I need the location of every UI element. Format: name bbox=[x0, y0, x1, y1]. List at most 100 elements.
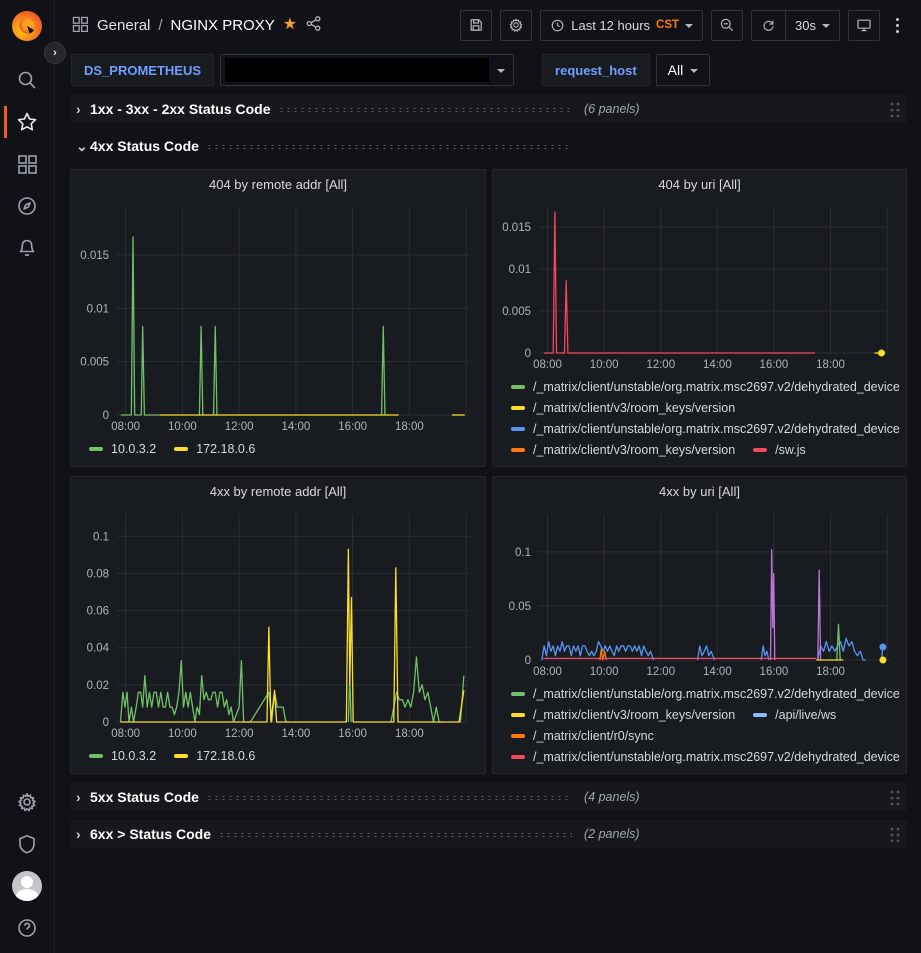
apps-grid-icon[interactable] bbox=[71, 15, 89, 36]
refresh-interval-button[interactable]: 30s bbox=[785, 10, 839, 40]
svg-text:08:00: 08:00 bbox=[533, 666, 562, 678]
sidebar-item-configuration[interactable] bbox=[0, 781, 55, 823]
save-icon bbox=[470, 19, 483, 31]
sidebar-item-server-admin[interactable] bbox=[0, 823, 55, 865]
panel-title[interactable]: 4xx by uri [All] bbox=[659, 483, 740, 499]
row-title-group: 6xx > Status Code bbox=[90, 826, 576, 842]
legend-item[interactable]: /_matrix/client/unstable/org.matrix.msc2… bbox=[511, 746, 900, 767]
sidebar-item-alerting[interactable] bbox=[0, 227, 55, 269]
row-title[interactable]: 1xx - 3xx - 2xx Status Code bbox=[90, 101, 271, 117]
sidebar-item-starred[interactable] bbox=[0, 101, 55, 143]
dashboard-title[interactable]: NGINX PROXY bbox=[170, 16, 275, 34]
svg-text:12:00: 12:00 bbox=[646, 666, 675, 678]
variable-label-request-host[interactable]: request_host bbox=[542, 54, 650, 86]
legend-item[interactable]: 172.18.0.6 bbox=[174, 438, 255, 459]
svg-text:18:00: 18:00 bbox=[816, 359, 845, 371]
row-title[interactable]: 5xx Status Code bbox=[90, 789, 199, 805]
row-title[interactable]: 6xx > Status Code bbox=[90, 826, 211, 842]
row-drag-handle-icon[interactable] bbox=[889, 826, 901, 842]
breadcrumb-folder[interactable]: General bbox=[97, 16, 151, 34]
legend-swatch bbox=[511, 733, 525, 738]
row-drag-handle-icon[interactable] bbox=[889, 101, 901, 117]
cycle-view-mode-button[interactable] bbox=[848, 9, 880, 41]
clock-icon bbox=[551, 19, 564, 31]
timeseries-chart[interactable]: 0 0.005 0.01 0.015 08:00 10:00 12:00 14:00 16:00… bbox=[493, 198, 906, 374]
sidebar-item-help[interactable] bbox=[0, 907, 55, 949]
row-dotted-leader bbox=[218, 833, 572, 837]
row-title[interactable]: 4xx Status Code bbox=[90, 138, 199, 154]
legend-swatch bbox=[174, 753, 189, 758]
save-dashboard-button[interactable] bbox=[460, 9, 493, 41]
row-drag-handle-icon[interactable] bbox=[889, 789, 901, 805]
svg-text:18:00: 18:00 bbox=[816, 666, 845, 678]
dashboard-settings-button[interactable] bbox=[500, 9, 533, 41]
svg-text:0.02: 0.02 bbox=[87, 680, 109, 692]
svg-text:0.08: 0.08 bbox=[87, 568, 109, 580]
legend-swatch bbox=[511, 405, 525, 410]
legend-item[interactable]: /_matrix/client/unstable/org.matrix.msc2… bbox=[511, 376, 900, 397]
panel-grid-row-2: 4xx by remote addr [All] 0 0.02 0.04 0.06 0.… bbox=[70, 476, 907, 774]
refresh-interval-label: 30s bbox=[795, 17, 816, 33]
legend-item[interactable]: 172.18.0.6 bbox=[174, 745, 255, 766]
time-range-button[interactable]: Last 12 hours CST bbox=[541, 11, 702, 40]
legend-swatch bbox=[511, 447, 525, 452]
legend-swatch bbox=[753, 447, 768, 452]
variable-value-datasource-dropdown[interactable] bbox=[220, 54, 515, 86]
svg-text:0.06: 0.06 bbox=[87, 606, 109, 618]
panel-title[interactable]: 404 by remote addr [All] bbox=[208, 176, 348, 192]
refresh-button[interactable] bbox=[752, 11, 785, 40]
legend-label: /_matrix/client/v3/room_keys/version bbox=[533, 707, 736, 722]
svg-text:12:00: 12:00 bbox=[225, 421, 254, 433]
chevron-down-icon bbox=[497, 68, 506, 73]
favorite-star-icon[interactable]: ★ bbox=[282, 16, 298, 33]
legend-label: 10.0.3.2 bbox=[111, 441, 157, 456]
sidebar-item-profile[interactable] bbox=[0, 865, 55, 907]
sidebar-item-dashboards[interactable] bbox=[0, 143, 55, 185]
sidebar-item-explore[interactable] bbox=[0, 185, 55, 227]
legend-item[interactable]: /sw.js bbox=[753, 439, 806, 460]
legend-item[interactable]: /_matrix/client/v3/room_keys/version bbox=[511, 704, 735, 725]
shield-icon bbox=[19, 835, 35, 854]
sidebar-expand-button[interactable]: › bbox=[44, 42, 66, 64]
svg-text:0: 0 bbox=[525, 348, 531, 360]
dashboard-row-collapsed[interactable]: › 6xx > Status Code (2 panels) bbox=[70, 820, 907, 848]
more-options-kebab-button[interactable] bbox=[888, 12, 907, 39]
help-circle-icon bbox=[18, 919, 36, 937]
legend-label: /_matrix/client/unstable/org.matrix.msc2… bbox=[533, 421, 900, 436]
refresh-icon bbox=[763, 20, 774, 31]
legend-item[interactable]: /_matrix/client/v3/room_keys/version bbox=[511, 439, 735, 460]
dashboard-row-collapsed[interactable]: › 5xx Status Code (4 panels) bbox=[70, 783, 907, 811]
legend-swatch bbox=[89, 753, 103, 758]
share-icon[interactable] bbox=[305, 15, 322, 35]
timeseries-chart[interactable]: 0 0.005 0.01 0.015 08:00 10:00 12:00 14:00 16:00… bbox=[71, 198, 485, 436]
svg-text:14:00: 14:00 bbox=[281, 421, 310, 433]
dashboard-row-expanded[interactable]: ⌄ 4xx Status Code bbox=[70, 132, 907, 160]
legend-item[interactable]: 10.0.3.2 bbox=[89, 745, 156, 766]
svg-text:0.1: 0.1 bbox=[515, 547, 531, 559]
time-range-label: Last 12 hours bbox=[571, 17, 651, 33]
legend-item[interactable]: /_matrix/client/unstable/org.matrix.msc2… bbox=[511, 418, 900, 439]
variable-label-datasource[interactable]: DS_PROMETHEUS bbox=[71, 54, 215, 86]
svg-text:10:00: 10:00 bbox=[590, 666, 619, 678]
sidebar-item-search[interactable] bbox=[0, 59, 55, 101]
top-navbar: General / NGINX PROXY ★ Last 12 hours CS… bbox=[55, 0, 921, 50]
bell-icon bbox=[19, 239, 35, 257]
legend-item[interactable]: 10.0.3.2 bbox=[89, 438, 156, 459]
svg-text:16:00: 16:00 bbox=[760, 359, 789, 371]
dashboard-row-collapsed[interactable]: › 1xx - 3xx - 2xx Status Code (6 panels) bbox=[70, 95, 907, 123]
grafana-logo-icon[interactable] bbox=[12, 11, 42, 41]
variable-value-request-host-dropdown[interactable]: All bbox=[655, 54, 711, 86]
legend-item[interactable]: /_matrix/client/unstable/org.matrix.msc2… bbox=[511, 683, 900, 704]
timeseries-chart[interactable]: 0 0.05 0.1 08:00 10:00 12:00 14:00 16:00 18:00 bbox=[493, 505, 906, 681]
timeseries-chart[interactable]: 0 0.02 0.04 0.06 0.08 0.1 08:00 10:00 12:00 14:00… bbox=[71, 505, 485, 743]
panel-404-by-remote-addr: 404 by remote addr [All] 0 0.005 0.01 0.015… bbox=[70, 169, 486, 467]
panel-title[interactable]: 404 by uri [All] bbox=[658, 176, 741, 192]
zoom-out-time-button[interactable] bbox=[711, 9, 744, 41]
legend-item[interactable]: /api/live/ws bbox=[753, 704, 836, 725]
legend-item[interactable]: /_matrix/client/v3/room_keys/version bbox=[511, 397, 735, 418]
dashboards-grid-icon bbox=[18, 155, 37, 174]
sidebar: › bbox=[0, 0, 66, 953]
legend-item[interactable]: /_matrix/client/r0/sync bbox=[511, 725, 654, 746]
panel-title[interactable]: 4xx by remote addr [All] bbox=[209, 483, 347, 499]
legend-label: /_matrix/client/v3/room_keys/version bbox=[533, 400, 736, 415]
